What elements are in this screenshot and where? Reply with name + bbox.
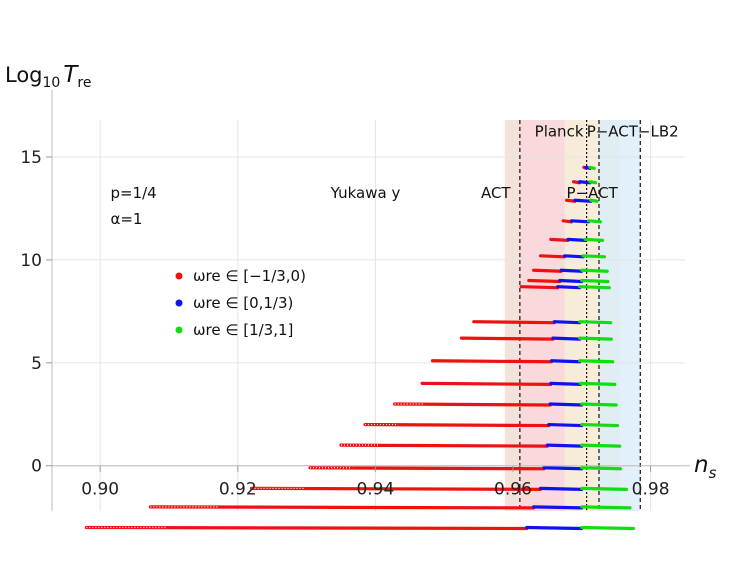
y-tick-label: 10 — [20, 251, 42, 271]
series-9-red-segment — [472, 320, 556, 325]
series-15-blue-segment — [545, 443, 584, 448]
series-4-red-segment — [549, 237, 570, 242]
series-3-blue-segment — [569, 219, 591, 224]
y-tick-label: 5 — [31, 354, 42, 374]
series-16-red-segment — [308, 466, 546, 471]
series-16-blue-segment — [542, 466, 584, 471]
band-p-act-lb2 — [598, 120, 641, 511]
series-3-red-segment — [561, 219, 574, 224]
series-15-red-segment — [339, 443, 549, 448]
legend-marker — [175, 272, 183, 280]
series-11-red-segment — [430, 359, 554, 364]
band-label: ACT — [481, 184, 511, 202]
series-12-green-segment — [578, 381, 617, 387]
series-7-green-segment — [580, 278, 610, 284]
annotation: α=1 — [110, 210, 142, 228]
series-5-green-segment — [581, 254, 607, 259]
series-19-red-segment — [84, 525, 529, 531]
series-6-blue-segment — [559, 268, 584, 273]
series-11-green-segment — [578, 359, 615, 364]
legend-marker — [175, 326, 183, 334]
series-12-blue-segment — [549, 381, 583, 387]
series-19-green-segment — [580, 525, 635, 531]
annotation: p=1/4 — [110, 184, 156, 202]
series-1-blue-segment — [578, 180, 592, 185]
x-axis-title: ns — [694, 452, 717, 482]
series-2-blue-segment — [573, 198, 593, 203]
y-tick-label: 0 — [31, 457, 42, 477]
series-8-blue-segment — [556, 285, 582, 290]
annotations: Log10 Tre ns Planck P−ACT−LB2 ACT P−ACT p=1/4 α=… — [5, 62, 717, 482]
series-12-red-segment — [420, 381, 553, 387]
series-19-blue-segment — [525, 525, 584, 531]
series-10-blue-segment — [551, 336, 582, 341]
series-13-green-segment — [580, 402, 618, 407]
band-label: Planck — [535, 122, 584, 140]
legend-label: ωre ∈ [0,1/3) — [193, 294, 293, 312]
series-9-green-segment — [578, 320, 613, 325]
series-18-blue-segment — [532, 505, 584, 510]
series-0-green-segment — [588, 165, 596, 170]
series-10-red-segment — [459, 336, 555, 341]
axes — [46, 90, 690, 511]
series-6-red-segment — [532, 268, 563, 273]
series-13-blue-segment — [548, 402, 584, 407]
band-label: P−ACT−LB2 — [587, 122, 679, 140]
series-17-blue-segment — [538, 486, 584, 491]
x-tick-label: 0.98 — [632, 480, 670, 500]
series-3-green-segment — [587, 219, 602, 224]
series-2-red-segment — [565, 198, 577, 203]
legend-label: ωre ∈ [1/3,1] — [193, 321, 293, 339]
series-8-green-segment — [578, 285, 611, 290]
series-17-green-segment — [580, 486, 629, 491]
series-6-green-segment — [580, 268, 609, 273]
series-13-red-segment — [393, 402, 552, 407]
series-5-blue-segment — [562, 254, 585, 259]
tick-labels: 0.90 0.92 0.94 0.96 0.98 0 5 10 15 — [20, 148, 669, 500]
x-tick-label: 0.96 — [494, 480, 532, 500]
annotation: Yukawa y — [330, 184, 401, 202]
series-14-green-segment — [580, 422, 620, 428]
series-7-blue-segment — [558, 278, 584, 284]
series-2-green-segment — [589, 198, 599, 203]
confidence-bands — [504, 120, 641, 511]
series-1-green-segment — [588, 180, 598, 185]
x-tick-label: 0.92 — [219, 480, 257, 500]
series-18-green-segment — [580, 505, 632, 510]
series-10-green-segment — [578, 336, 613, 341]
series-9-blue-segment — [552, 320, 582, 325]
series-5-red-segment — [538, 254, 567, 259]
series-14-blue-segment — [547, 422, 584, 428]
series-16-green-segment — [580, 466, 622, 471]
y-axis-title: Log10 Tre — [5, 62, 91, 91]
band-label: P−ACT — [566, 184, 618, 202]
series-4-blue-segment — [566, 237, 587, 242]
series-11-blue-segment — [549, 359, 582, 364]
series-4-green-segment — [583, 237, 605, 242]
legend-marker — [175, 299, 183, 307]
series-7-red-segment — [527, 278, 562, 284]
x-tick-label: 0.94 — [356, 480, 394, 500]
y-tick-label: 15 — [20, 148, 42, 168]
series-15-green-segment — [580, 443, 622, 448]
data-series — [84, 165, 635, 531]
legend: ωre ∈ [−1/3,0) ωre ∈ [0,1/3) ωre ∈ [1/3,1] — [175, 267, 306, 339]
series-8-red-segment — [519, 285, 560, 290]
legend-label: ωre ∈ [−1/3,0) — [193, 267, 306, 285]
x-tick-label: 0.90 — [81, 480, 119, 500]
